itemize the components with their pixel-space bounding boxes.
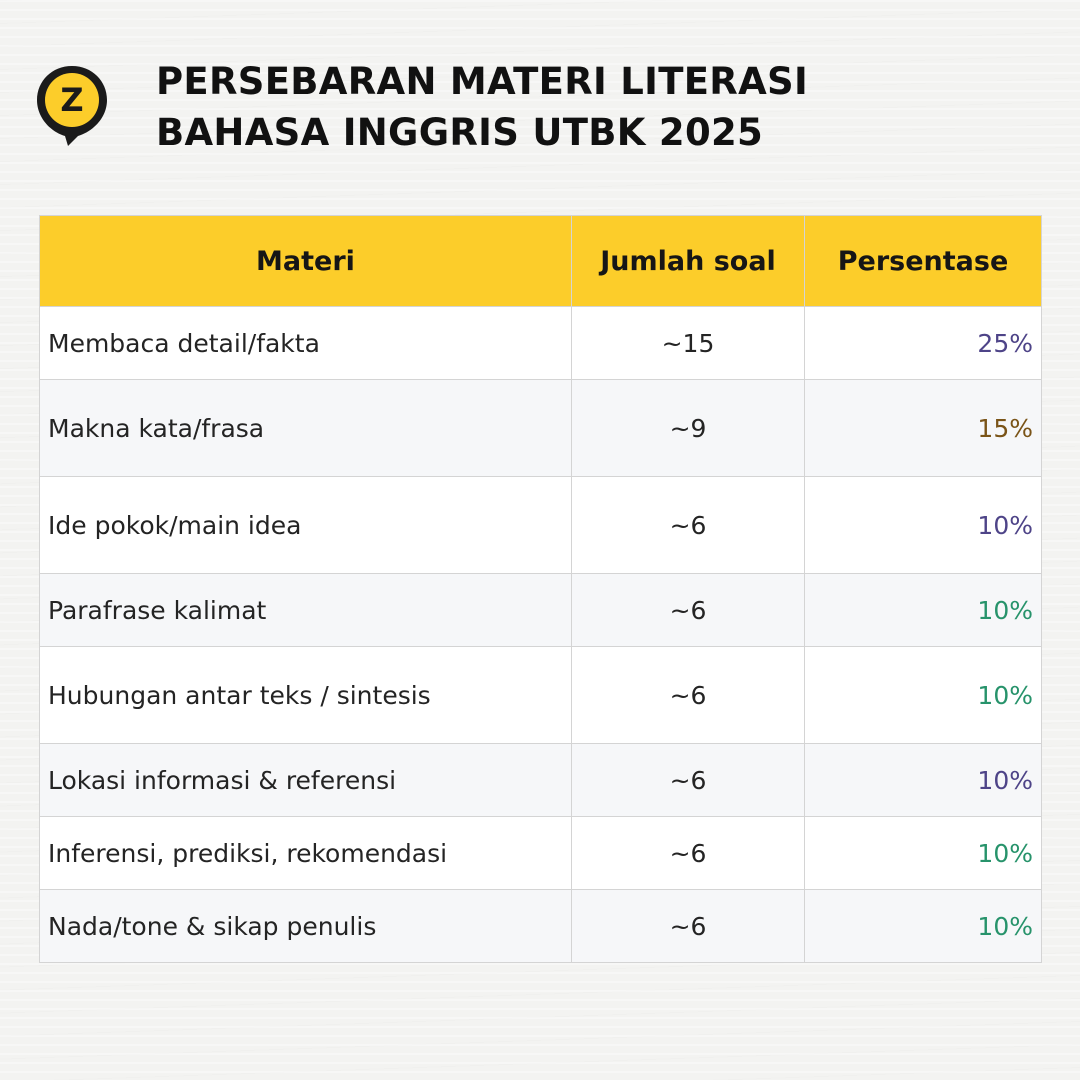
- table-row: Lokasi informasi & referensi ~6 10%: [39, 743, 1042, 817]
- table-row: Makna kata/frasa ~9 15%: [39, 379, 1042, 477]
- table-row: Ide pokok/main idea ~6 10%: [39, 476, 1042, 574]
- cell-jumlah-soal: ~6: [571, 476, 805, 574]
- cell-jumlah-soal: ~6: [571, 889, 805, 963]
- brand-logo: Z: [32, 60, 112, 150]
- table-row: Inferensi, prediksi, rekomendasi ~6 10%: [39, 816, 1042, 890]
- title-line-1: PERSEBARAN MATERI LITERASI: [156, 60, 809, 103]
- cell-persentase: 25%: [804, 306, 1042, 380]
- cell-jumlah-soal: ~15: [571, 306, 805, 380]
- cell-persentase: 10%: [804, 743, 1042, 817]
- cell-jumlah-soal: ~6: [571, 816, 805, 890]
- table-header-row: Materi Jumlah soal Persentase: [39, 215, 1042, 307]
- cell-persentase: 10%: [804, 573, 1042, 647]
- table-row: Hubungan antar teks / sintesis ~6 10%: [39, 646, 1042, 744]
- cell-persentase: 15%: [804, 379, 1042, 477]
- column-header-persentase: Persentase: [804, 215, 1042, 307]
- cell-jumlah-soal: ~6: [571, 743, 805, 817]
- column-header-jumlah-soal: Jumlah soal: [571, 215, 805, 307]
- cell-jumlah-soal: ~6: [571, 646, 805, 744]
- cell-jumlah-soal: ~9: [571, 379, 805, 477]
- cell-materi: Nada/tone & sikap penulis: [39, 889, 572, 963]
- materi-table: Materi Jumlah soal Persentase Membaca de…: [39, 215, 1042, 963]
- table-row: Parafrase kalimat ~6 10%: [39, 573, 1042, 647]
- cell-persentase: 10%: [804, 816, 1042, 890]
- cell-materi: Ide pokok/main idea: [39, 476, 572, 574]
- cell-materi: Makna kata/frasa: [39, 379, 572, 477]
- logo-letter: Z: [60, 81, 83, 119]
- title-line-2: BAHASA INGGRIS UTBK 2025: [156, 111, 764, 154]
- cell-materi: Lokasi informasi & referensi: [39, 743, 572, 817]
- page-title: PERSEBARAN MATERI LITERASI BAHASA INGGRI…: [156, 56, 1036, 158]
- table-row: Membaca detail/fakta ~15 25%: [39, 306, 1042, 380]
- table-row: Nada/tone & sikap penulis ~6 10%: [39, 889, 1042, 963]
- column-header-materi: Materi: [39, 215, 572, 307]
- cell-materi: Parafrase kalimat: [39, 573, 572, 647]
- cell-persentase: 10%: [804, 646, 1042, 744]
- cell-materi: Inferensi, prediksi, rekomendasi: [39, 816, 572, 890]
- cell-materi: Membaca detail/fakta: [39, 306, 572, 380]
- cell-materi: Hubungan antar teks / sintesis: [39, 646, 572, 744]
- cell-persentase: 10%: [804, 889, 1042, 963]
- z-location-pin-icon: Z: [37, 66, 107, 146]
- cell-jumlah-soal: ~6: [571, 573, 805, 647]
- cell-persentase: 10%: [804, 476, 1042, 574]
